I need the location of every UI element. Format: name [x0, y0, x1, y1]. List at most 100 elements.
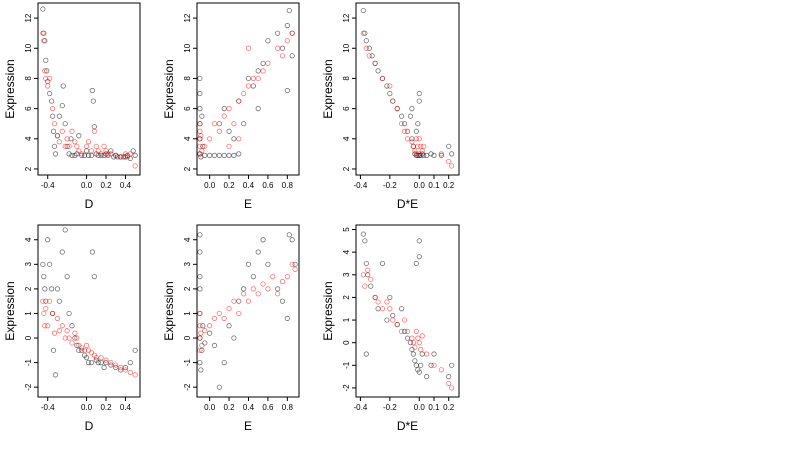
y-tick-label: 3	[342, 272, 351, 277]
data-point	[375, 306, 381, 312]
x-tick-label: 0.2	[443, 181, 455, 190]
scatter-series-red	[40, 30, 138, 169]
data-point	[83, 143, 90, 149]
data-point	[101, 364, 107, 371]
data-point	[226, 323, 232, 329]
data-point	[416, 136, 422, 142]
data-point	[40, 261, 46, 267]
data-point	[198, 367, 204, 373]
data-point	[226, 128, 232, 134]
x-axis-label: D*E	[397, 197, 418, 211]
data-point	[197, 232, 203, 238]
data-point	[124, 154, 130, 160]
data-point	[64, 273, 70, 280]
data-point	[40, 298, 46, 304]
data-point	[390, 98, 396, 104]
data-point	[48, 286, 55, 292]
y-tick-label: 4	[183, 136, 192, 141]
data-point	[56, 139, 62, 145]
scatter-series-red	[360, 267, 455, 391]
y-axis-label: Expression	[3, 59, 17, 118]
data-point	[216, 310, 222, 317]
data-point	[401, 128, 408, 134]
x-tick-label: 0.0	[414, 181, 426, 190]
x-tick-label: 0.1	[428, 181, 440, 190]
y-tick-label: 0	[342, 340, 351, 345]
data-point	[379, 306, 386, 312]
data-point	[404, 136, 411, 142]
data-point	[255, 249, 261, 255]
data-point	[202, 340, 208, 346]
data-point	[216, 152, 222, 158]
data-point	[89, 87, 96, 94]
data-point	[101, 143, 107, 149]
y-tick-label: -2	[342, 384, 351, 392]
data-point	[105, 151, 111, 157]
data-point	[88, 148, 95, 154]
data-point	[413, 136, 419, 142]
data-point	[103, 359, 109, 366]
data-point	[83, 342, 90, 348]
scatter-series-black	[40, 6, 138, 162]
data-point	[286, 7, 292, 14]
data-point	[412, 148, 418, 154]
data-point	[236, 136, 242, 142]
data-point	[47, 298, 53, 304]
data-point	[76, 148, 82, 154]
y-tick-label: -2	[24, 383, 33, 391]
data-point	[416, 369, 422, 375]
data-point	[62, 227, 68, 233]
data-point	[50, 128, 57, 134]
data-point	[275, 30, 281, 36]
data-point	[216, 121, 222, 127]
data-point	[85, 359, 92, 366]
data-point	[41, 273, 47, 280]
data-point	[47, 90, 53, 97]
data-point	[198, 133, 204, 139]
data-point	[45, 83, 51, 89]
y-tick-label: 4	[342, 136, 351, 141]
y-tick-label: -1	[183, 358, 192, 366]
data-point	[275, 291, 281, 297]
data-point	[132, 152, 138, 158]
data-point	[49, 113, 56, 119]
y-tick-label: 12	[342, 13, 351, 22]
data-point	[198, 330, 204, 336]
data-point	[197, 323, 203, 329]
data-point	[409, 106, 415, 112]
data-point	[384, 299, 390, 305]
data-point	[438, 367, 444, 373]
data-point	[197, 75, 203, 82]
x-tick-label: -0.4	[41, 403, 55, 412]
y-tick-label: 4	[24, 136, 33, 141]
data-point	[438, 151, 444, 157]
data-point	[221, 152, 227, 158]
x-tick-label: 0.4	[243, 403, 255, 412]
data-point	[88, 152, 95, 158]
data-point	[446, 380, 452, 387]
data-point	[449, 362, 455, 368]
data-point	[424, 374, 430, 380]
data-point	[270, 273, 276, 280]
data-point	[197, 90, 203, 97]
scatter-series-black	[360, 231, 455, 380]
data-point	[275, 45, 281, 51]
x-tick-label: 0.2	[443, 403, 455, 412]
plot-frame	[196, 224, 300, 398]
scatter-panel-4: -0.4 0.0 0.2 0.4 -2 -1 0 1 2 3 4 D Expression	[3, 224, 141, 433]
data-point	[98, 355, 104, 361]
x-tick-label: 0.6	[262, 403, 274, 412]
data-point	[74, 342, 80, 348]
data-point	[360, 231, 366, 237]
data-point	[250, 286, 256, 292]
scatter-panel-6: -0.4 -0.2 0.0 0.1 0.2 -2 -1 0 1 2 3 4 5 D*E Expression	[321, 224, 460, 433]
data-point	[394, 321, 400, 328]
data-point	[409, 335, 415, 341]
data-point	[51, 143, 58, 149]
data-point	[409, 139, 415, 145]
x-tick-label: 0.8	[282, 403, 294, 412]
data-point	[260, 60, 266, 66]
data-point	[54, 133, 61, 139]
data-point	[265, 286, 271, 292]
data-point	[41, 38, 47, 44]
